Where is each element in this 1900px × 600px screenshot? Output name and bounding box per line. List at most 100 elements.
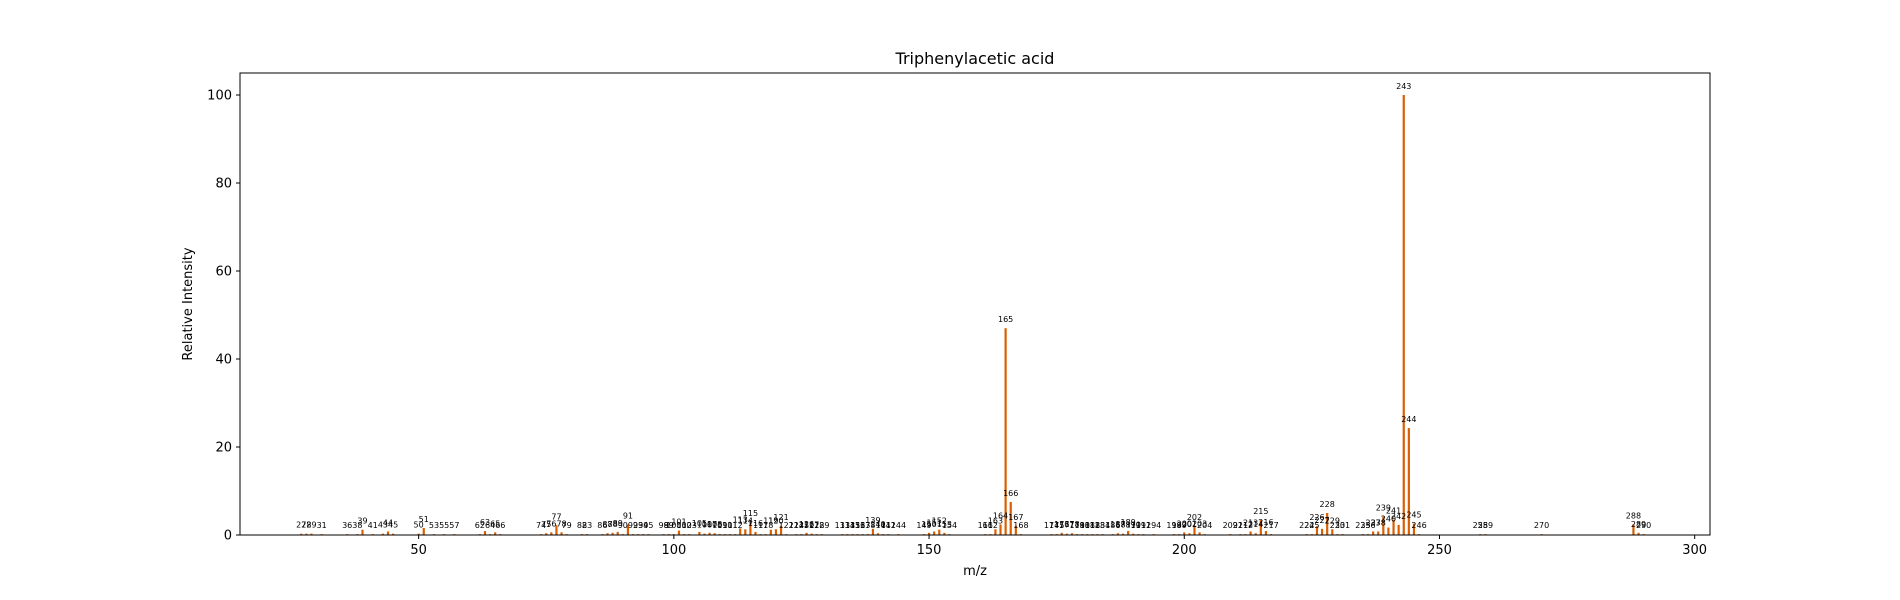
peak-bar-117: [1193, 526, 1196, 535]
peak-label-85: 154: [942, 521, 957, 530]
peak-label-89: 164: [993, 511, 1008, 520]
peak-bar-89: [999, 524, 1002, 535]
peak-label-21: 74: [536, 521, 546, 530]
peak-label-96: 176: [1054, 520, 1069, 529]
chart-title: Triphenylacetic acid: [895, 49, 1055, 68]
peak-bar-30: [606, 533, 609, 535]
peak-bar-145: [1407, 428, 1410, 535]
peak-bar-0: [300, 533, 303, 535]
peak-label-102: 182: [1085, 521, 1100, 530]
peak-label-64: 125: [794, 521, 809, 530]
peak-label-82: 151: [927, 518, 942, 527]
peak-bar-98: [1070, 533, 1074, 535]
peak-label-118: 203: [1192, 519, 1207, 528]
peak-label-132: 228: [1320, 500, 1335, 509]
peak-label-25: 78: [556, 519, 566, 528]
peak-bar-88: [994, 529, 997, 535]
peak-bar-109: [1132, 533, 1135, 535]
peak-label-111: 192: [1136, 521, 1151, 530]
peak-label-68: 129: [814, 521, 829, 530]
peak-label-69: 133: [835, 521, 850, 530]
peak-bar-59: [769, 529, 772, 535]
peak-label-137: 236: [1360, 521, 1375, 530]
peak-bar-146: [1412, 523, 1416, 535]
peak-bar-76: [876, 533, 880, 535]
peak-label-106: 187: [1110, 520, 1125, 529]
peak-label-56: 116: [748, 519, 763, 528]
y-axis-label: Relative Intensity: [181, 247, 196, 360]
peak-bar-22: [545, 533, 548, 535]
peak-label-126: 216: [1258, 518, 1273, 527]
x-axis-label: m/z: [963, 564, 987, 579]
peak-bar-84: [943, 532, 946, 535]
peak-bar-61: [779, 525, 783, 535]
peak-bar-152: [1637, 532, 1640, 535]
peak-label-72: 136: [850, 521, 865, 530]
peak-label-139: 238: [1371, 518, 1386, 527]
y-tick-label-5: 100: [207, 89, 232, 104]
peak-label-116: 201: [1182, 520, 1197, 529]
peak-bar-90: [1004, 328, 1007, 535]
peak-label-144: 243: [1396, 82, 1411, 91]
peak-label-99: 179: [1069, 521, 1084, 530]
peak-bar-123: [1249, 531, 1252, 535]
peak-label-36: 93: [633, 521, 643, 530]
peak-bar-97: [1065, 533, 1068, 535]
peak-bar-130: [1315, 526, 1319, 535]
peak-bar-108: [1127, 531, 1130, 535]
peak-bar-23: [550, 532, 553, 535]
peak-bar-8: [381, 533, 385, 535]
peak-bar-12: [422, 527, 425, 535]
y-tick-label-0: 0: [224, 529, 232, 544]
peak-bar-83: [938, 529, 941, 535]
peak-label-128: 224: [1299, 521, 1314, 530]
peak-bar-55: [749, 522, 752, 535]
peak-label-33: 90: [618, 521, 628, 530]
peak-label-1: 28: [301, 521, 311, 530]
peak-bar-31: [611, 532, 614, 535]
peak-label-52: 112: [727, 521, 742, 530]
x-tick-label-0: 50: [410, 543, 427, 558]
peak-bar-34: [626, 524, 630, 535]
peak-label-40: 99: [664, 521, 674, 530]
peak-bar-138: [1372, 531, 1375, 535]
peak-bar-140: [1382, 516, 1385, 535]
peak-label-44: 103: [682, 521, 697, 530]
peak-label-92: 167: [1008, 513, 1023, 522]
peak-label-80: 149: [916, 521, 931, 530]
peak-label-87: 162: [983, 521, 998, 530]
peak-label-62: 122: [779, 521, 794, 530]
peak-label-104: 184: [1095, 521, 1110, 530]
peak-bar-10: [392, 533, 395, 535]
peak-label-11: 50: [414, 521, 424, 530]
y-tick-label-2: 40: [215, 353, 232, 368]
peak-label-42: 101: [671, 518, 686, 527]
peak-label-79: 144: [891, 521, 906, 530]
peak-label-81: 150: [921, 520, 936, 529]
peak-label-3: 31: [317, 521, 327, 530]
peak-bar-118: [1198, 532, 1201, 535]
peak-bar-9: [386, 531, 390, 535]
peak-label-119: 204: [1197, 521, 1212, 530]
peak-label-123: 213: [1243, 518, 1258, 527]
peak-label-109: 190: [1126, 521, 1141, 530]
peak-label-45: 105: [692, 519, 707, 528]
peak-label-84: 153: [937, 520, 952, 529]
peak-label-7: 41: [368, 521, 378, 530]
y-tick-label-4: 80: [215, 177, 232, 192]
peak-label-32: 89: [613, 519, 623, 528]
peak-bar-75: [871, 528, 875, 535]
peak-bar-151: [1632, 524, 1635, 535]
x-tick-label-2: 150: [917, 543, 942, 558]
peak-label-63: 124: [789, 521, 804, 530]
peak-label-74: 138: [860, 521, 875, 530]
peak-label-30: 87: [602, 520, 612, 529]
peak-label-18: 64: [485, 521, 495, 530]
peak-bar-46: [703, 533, 706, 535]
peak-bar-24: [555, 525, 558, 535]
peak-bar-47: [708, 532, 711, 535]
peak-label-145: 244: [1401, 415, 1416, 424]
peak-bar-60: [774, 529, 778, 535]
y-tick-label-1: 20: [215, 441, 232, 456]
peak-label-15: 57: [449, 521, 459, 530]
